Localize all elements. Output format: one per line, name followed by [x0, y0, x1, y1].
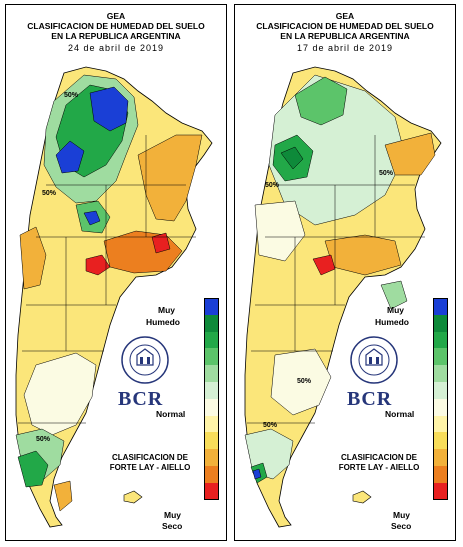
legend-swatch: [433, 314, 448, 332]
legend-label-muy-seco: Muy: [393, 510, 410, 520]
province-lines: [18, 135, 196, 424]
legend-swatch: [204, 465, 219, 483]
legend-swatch: [204, 415, 219, 433]
zone-dry-east: [137, 134, 203, 222]
classification-line2: FORTE LAY - AIELLO: [109, 463, 191, 472]
map-panel-right: 50% 50% 50% 50% GEA CLASIFICACION DE HUM…: [234, 4, 456, 541]
zone-green-south: [17, 450, 49, 488]
contour-label: 50%: [36, 436, 51, 443]
classification-line1: CLASIFICACION DE: [112, 453, 188, 462]
legend-label-muy: Muy: [158, 305, 175, 315]
legend-swatch: [433, 331, 448, 349]
bcr-seal-icon: [121, 336, 169, 384]
legend-swatch: [433, 365, 448, 382]
legend-swatch: [433, 415, 448, 433]
map-date: 17 de abril de 2019: [296, 43, 394, 53]
zone-green-dark-west: [280, 146, 304, 170]
argentina-map: 50% 50% 50%: [15, 66, 213, 528]
legend-swatch: [433, 449, 448, 466]
zone-very-humid-west: [55, 140, 85, 174]
zone-very-humid-north: [89, 86, 129, 132]
legend-label-seco: Seco: [391, 521, 412, 531]
legend-swatch: [433, 398, 448, 416]
bcr-logo: BCR: [118, 388, 164, 410]
classification-line1: CLASIFICACION DE: [341, 453, 417, 462]
legend-swatch: [204, 314, 219, 332]
zone-dry-west: [19, 226, 47, 290]
legend-swatch: [204, 432, 219, 450]
contour-label: 50%: [265, 182, 280, 189]
zone-normal: [23, 352, 97, 436]
legend-swatch: [433, 381, 448, 399]
contour-label: 50%: [379, 170, 394, 177]
legend-label-normal: Normal: [156, 409, 186, 419]
org-title: GEA: [106, 11, 126, 21]
legend-swatch: [204, 365, 219, 382]
islands: [123, 490, 143, 504]
org-title: GEA: [335, 11, 355, 21]
map-title: CLASIFICACION DE HUMEDAD DEL SUELO: [256, 21, 434, 31]
legend-swatch: [204, 298, 219, 315]
legend-swatch: [433, 465, 448, 483]
map-panel-left: 50% 50% 50% GEA CLASIFICACION DE HUMEDAD…: [5, 4, 227, 541]
map-subtitle: EN LA REPUBLICA ARGENTINA: [51, 31, 181, 41]
map-title: CLASIFICACION DE HUMEDAD DEL SUELO: [27, 21, 205, 31]
zone-very-dry-east: [151, 232, 171, 254]
legend-label-muy-seco: Muy: [164, 510, 181, 520]
legend-swatch: [204, 482, 219, 500]
legend-swatch: [204, 398, 219, 416]
legend-scale: [433, 298, 448, 500]
zone-dry-east: [384, 132, 436, 176]
islands: [352, 490, 372, 504]
argentina-map: 50% 50% 50% 50%: [244, 66, 442, 528]
legend-swatch: [204, 331, 219, 349]
legend-swatch: [433, 432, 448, 450]
legend-label-normal: Normal: [385, 409, 415, 419]
zone-normal-south: [270, 348, 332, 416]
contour-label: 50%: [42, 190, 57, 197]
zone-humid-north: [294, 76, 348, 126]
province-lines: [247, 135, 425, 424]
zone-dry-south: [53, 480, 73, 512]
bcr-logo: BCR: [347, 388, 393, 410]
legend-label-humedo: Humedo: [146, 317, 180, 327]
legend-swatch: [204, 381, 219, 399]
legend-swatch: [433, 482, 448, 500]
contour-label: 50%: [64, 92, 79, 99]
legend-label-muy: Muy: [387, 305, 404, 315]
legend-label-humedo: Humedo: [375, 317, 409, 327]
map-date: 24 de abril de 2019: [67, 43, 165, 53]
legend-swatch: [433, 348, 448, 366]
zone-very-humid-south: [252, 468, 262, 480]
classification-line2: FORTE LAY - AIELLO: [338, 463, 420, 472]
legend-swatch: [204, 449, 219, 466]
map-subtitle: EN LA REPUBLICA ARGENTINA: [280, 31, 410, 41]
contour-label: 50%: [263, 422, 278, 429]
legend-label-seco: Seco: [162, 521, 183, 531]
legend-scale: [204, 298, 219, 500]
legend-swatch: [433, 298, 448, 315]
zone-very-dry-center: [85, 254, 111, 276]
zone-very-humid-center: [83, 210, 101, 226]
zone-humid-southeast: [380, 280, 408, 310]
bcr-seal-icon: [350, 336, 398, 384]
legend-swatch: [204, 348, 219, 366]
contour-label: 50%: [297, 378, 312, 385]
